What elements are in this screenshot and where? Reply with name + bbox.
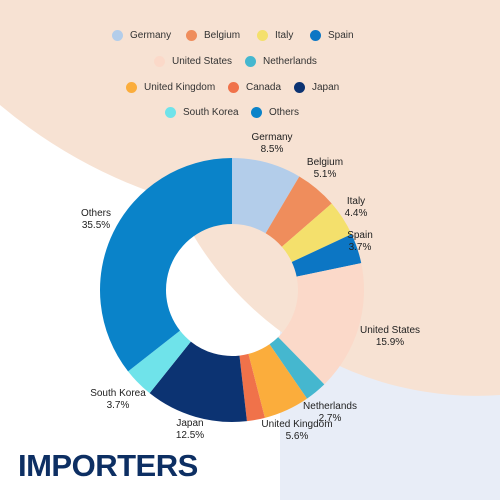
legend-swatch [257,30,268,41]
slice-united-states [278,263,364,385]
slice-label-japan: Japan 12.5% [176,418,204,441]
legend-item-japan: Japan [294,82,339,93]
legend-swatch [228,82,239,93]
slice-label-germany: Germany 8.5% [251,132,292,155]
legend-swatch [126,82,137,93]
slice-south-korea [128,330,191,394]
legend-swatch [186,30,197,41]
legend-label: United Kingdom [144,82,216,93]
slice-label-spain: Spain 3.7% [347,230,373,253]
page-title: IMPORTERS [18,448,198,483]
legend-item-others: Others [251,107,299,118]
legend-item-south-korea: South Korea [165,107,239,118]
legend-label: United States [172,56,233,67]
slice-spain [291,234,362,277]
slice-germany [232,158,300,234]
slice-canada [239,353,265,422]
slice-label-netherlands: Netherlands 2.7% [303,401,357,424]
slice-label-united-states: United States 15.9% [360,325,420,348]
legend-label: Canada [246,82,282,93]
legend-label: South Korea [183,107,239,118]
legend-label: Belgium [204,30,241,41]
slice-united-kingdom [248,344,308,418]
legend-swatch [294,82,305,93]
legend-label: Italy [275,30,294,41]
legend-label: Germany [130,30,172,41]
slice-label-italy: Italy 4.4% [345,196,368,219]
legend-item-canada: Canada [228,82,281,93]
legend-label: Spain [328,30,354,41]
legend-item-united-kingdom: United Kingdom [126,82,215,93]
legend-label: Netherlands [263,56,317,67]
legend-item-netherlands: Netherlands [245,56,317,67]
legend-swatch [251,107,262,118]
legend-label: Others [269,107,300,118]
legend-label: Japan [312,82,340,93]
slice-label-others: Others 35.5% [81,208,111,231]
slice-italy [281,203,352,263]
legend-swatch [112,30,123,41]
legend-item-spain: Spain [310,30,354,41]
legend-swatch [310,30,321,41]
legend: Germany Belgium Italy Spain United States Net… [0,0,500,130]
slice-label-belgium: Belgium 5.1% [307,157,343,180]
legend-item-united-states: United States [154,56,232,67]
legend-item-germany: Germany [112,30,171,41]
slice-others [100,157,232,372]
slice-japan [149,341,247,423]
slice-label-south-korea: South Korea 3.7% [90,388,146,411]
slice-netherlands [269,337,325,399]
legend-swatch [245,56,256,67]
slice-label-united-kingdom: United Kingdom 5.6% [261,419,332,442]
slice-belgium [265,176,332,247]
legend-item-italy: Italy [257,30,293,41]
legend-swatch [165,107,176,118]
legend-item-belgium: Belgium [186,30,240,41]
legend-swatch [154,56,165,67]
